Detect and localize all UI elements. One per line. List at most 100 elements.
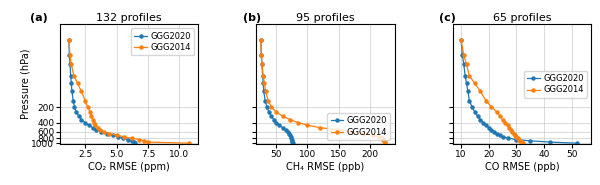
GGG2020 bbox=[290, 142, 297, 144]
GGG2020 bbox=[286, 134, 293, 136]
GGG2014 bbox=[70, 75, 77, 77]
GGG2020 bbox=[463, 82, 470, 85]
GGG2020 bbox=[259, 63, 266, 65]
GGG2020 bbox=[109, 134, 116, 136]
GGG2020 bbox=[68, 90, 76, 92]
GGG2014 bbox=[477, 90, 484, 92]
GGG2020 bbox=[459, 54, 466, 56]
GGG2020 bbox=[131, 141, 138, 143]
GGG2014 bbox=[502, 122, 509, 124]
GGG2020 bbox=[67, 75, 74, 77]
GGG2014 bbox=[334, 129, 341, 131]
GGG2014 bbox=[506, 127, 513, 129]
GGG2020 bbox=[71, 106, 78, 108]
GGG2014 bbox=[515, 138, 523, 141]
GGG2020 bbox=[68, 82, 75, 85]
GGG2020 bbox=[457, 38, 464, 41]
GGG2014 bbox=[68, 63, 75, 65]
GGG2020 bbox=[260, 90, 268, 92]
GGG2020 bbox=[132, 142, 139, 144]
GGG2020 bbox=[114, 136, 121, 138]
GGG2014 bbox=[265, 99, 272, 102]
GGG2020 bbox=[485, 127, 492, 129]
GGG2014 bbox=[67, 54, 74, 56]
GGG2020 bbox=[70, 99, 77, 102]
GGG2020 bbox=[493, 132, 500, 135]
GGG2014 bbox=[268, 106, 275, 108]
GGG2020 bbox=[78, 118, 85, 121]
GGG2014 bbox=[471, 82, 478, 85]
GGG2014 bbox=[381, 141, 388, 143]
Legend: GGG2020, GGG2014: GGG2020, GGG2014 bbox=[524, 71, 587, 98]
GGG2020 bbox=[103, 132, 110, 135]
GGG2020 bbox=[75, 115, 82, 117]
GGG2014 bbox=[260, 75, 267, 77]
GGG2014 bbox=[84, 106, 91, 108]
GGG2020 bbox=[124, 138, 131, 141]
GGG2014 bbox=[496, 115, 503, 117]
GGG2014 bbox=[295, 122, 302, 124]
GGG2020 bbox=[67, 63, 74, 65]
Line: GGG2020: GGG2020 bbox=[259, 38, 295, 145]
GGG2020 bbox=[257, 38, 265, 41]
GGG2014 bbox=[499, 118, 506, 121]
GGG2014 bbox=[279, 115, 286, 117]
GGG2014 bbox=[379, 137, 386, 139]
GGG2020 bbox=[268, 115, 275, 117]
GGG2020 bbox=[73, 111, 80, 113]
GGG2014 bbox=[261, 82, 268, 85]
GGG2014 bbox=[463, 63, 470, 65]
GGG2014 bbox=[121, 136, 128, 138]
Text: (b): (b) bbox=[242, 13, 260, 23]
Legend: GGG2020, GGG2014: GGG2020, GGG2014 bbox=[328, 113, 391, 140]
GGG2020 bbox=[460, 63, 467, 65]
GGG2014 bbox=[488, 106, 495, 108]
GGG2014 bbox=[510, 132, 517, 135]
Text: (a): (a) bbox=[29, 13, 47, 23]
GGG2020 bbox=[128, 140, 135, 142]
GGG2014 bbox=[380, 140, 388, 142]
Line: GGG2020: GGG2020 bbox=[67, 38, 137, 145]
GGG2014 bbox=[509, 131, 516, 133]
GGG2014 bbox=[86, 111, 94, 113]
Title: 132 profiles: 132 profiles bbox=[97, 13, 162, 23]
GGG2020 bbox=[66, 54, 73, 56]
GGG2014 bbox=[286, 118, 293, 121]
X-axis label: CO RMSE (ppb): CO RMSE (ppb) bbox=[485, 162, 559, 172]
GGG2020 bbox=[65, 38, 73, 41]
GGG2014 bbox=[259, 63, 266, 65]
Line: GGG2014: GGG2014 bbox=[460, 38, 525, 145]
Line: GGG2014: GGG2014 bbox=[67, 38, 191, 145]
GGG2014 bbox=[106, 132, 113, 135]
GGG2020 bbox=[469, 106, 476, 108]
GGG2014 bbox=[514, 137, 521, 139]
Y-axis label: Pressure (hPa): Pressure (hPa) bbox=[20, 49, 30, 120]
GGG2014 bbox=[128, 137, 135, 139]
GGG2020 bbox=[282, 129, 289, 131]
X-axis label: CH₄ RMSE (ppb): CH₄ RMSE (ppb) bbox=[286, 162, 365, 172]
GGG2020 bbox=[474, 115, 481, 117]
GGG2020 bbox=[89, 127, 96, 129]
GGG2014 bbox=[78, 90, 85, 92]
GGG2014 bbox=[136, 138, 143, 141]
Legend: GGG2020, GGG2014: GGG2020, GGG2014 bbox=[131, 28, 194, 55]
GGG2020 bbox=[505, 137, 512, 139]
GGG2014 bbox=[360, 132, 367, 135]
GGG2014 bbox=[380, 138, 387, 141]
GGG2014 bbox=[89, 118, 96, 121]
GGG2014 bbox=[316, 127, 323, 129]
GGG2020 bbox=[288, 140, 295, 142]
GGG2014 bbox=[74, 82, 81, 85]
GGG2014 bbox=[145, 141, 152, 143]
GGG2020 bbox=[461, 75, 469, 77]
GGG2020 bbox=[93, 129, 100, 131]
GGG2020 bbox=[488, 129, 495, 131]
GGG2020 bbox=[287, 137, 295, 139]
GGG2014 bbox=[100, 131, 107, 133]
GGG2014 bbox=[257, 38, 265, 41]
GGG2014 bbox=[304, 124, 311, 126]
GGG2014 bbox=[94, 127, 101, 129]
GGG2014 bbox=[457, 38, 464, 41]
GGG2020 bbox=[260, 82, 267, 85]
GGG2020 bbox=[546, 141, 553, 143]
